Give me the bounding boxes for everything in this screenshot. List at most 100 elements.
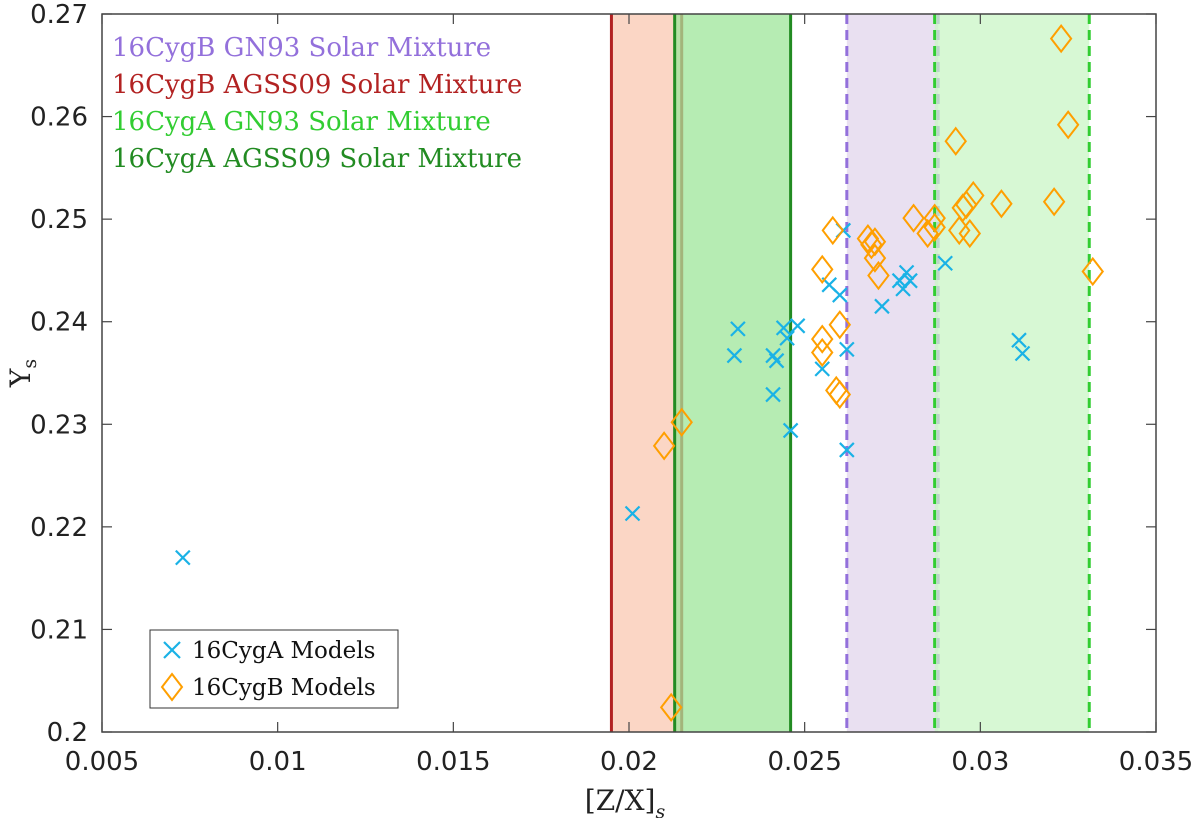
x-axis-label: [Z/X]s bbox=[585, 784, 666, 818]
legend-box bbox=[149, 629, 399, 709]
band-label-3: 16CygA AGSS09 Solar Mixture bbox=[112, 144, 522, 174]
point-cyga-stroke bbox=[902, 272, 918, 289]
point-cygb bbox=[863, 243, 887, 273]
point-cyga-stroke bbox=[765, 386, 781, 403]
point-cyga-stroke bbox=[839, 341, 855, 358]
point-cyga-stroke bbox=[775, 320, 792, 336]
x-tick-label: 0.01 bbox=[249, 747, 307, 777]
point-cygb bbox=[659, 692, 683, 723]
y-tick-label: 0.26 bbox=[30, 103, 88, 133]
point-cygb bbox=[1049, 23, 1073, 54]
point-cyga bbox=[839, 341, 855, 358]
tick-label-group: 0.005 0.01 0.015 0.02 0.025 0.03 0.035 0.2 0.21 0… bbox=[30, 0, 1193, 777]
band-label-1: 16CygB AGSS09 Solar Mixture bbox=[112, 70, 522, 100]
point-cygb bbox=[825, 375, 848, 406]
y-tick-label: 0.23 bbox=[30, 410, 88, 440]
x-tick-label: 0.03 bbox=[951, 747, 1009, 777]
point-cyga bbox=[839, 442, 855, 458]
point-cyga-stroke bbox=[1011, 332, 1027, 348]
point-cyga bbox=[832, 287, 848, 303]
point-cyga-stroke bbox=[832, 287, 848, 303]
legend-marker-diamond-icon bbox=[160, 672, 184, 702]
point-cyga-stroke bbox=[726, 347, 743, 364]
band-fill-2 bbox=[846, 14, 939, 732]
x-tick-label: 0.005 bbox=[65, 747, 139, 777]
point-cygb bbox=[652, 431, 676, 461]
point-cyga-stroke bbox=[821, 277, 838, 293]
point-cygb bbox=[923, 203, 946, 233]
point-cygb bbox=[990, 189, 1013, 219]
point-cygb bbox=[962, 180, 985, 211]
band-fill-3 bbox=[934, 14, 1090, 732]
point-cyga bbox=[814, 361, 831, 377]
band-fill-0 bbox=[611, 14, 682, 732]
point-cyga bbox=[937, 255, 953, 272]
point-cygb bbox=[863, 227, 887, 257]
y-tick-label: 0.24 bbox=[30, 308, 88, 338]
point-cygb bbox=[902, 203, 925, 233]
y-tick-label: 0.22 bbox=[30, 513, 88, 543]
point-cyga-stroke bbox=[814, 361, 831, 377]
point-cyga bbox=[768, 352, 785, 369]
y-tick-label: 0.25 bbox=[30, 205, 88, 235]
point-cygb bbox=[958, 218, 982, 249]
point-cygb bbox=[944, 126, 968, 156]
point-cygb bbox=[821, 215, 845, 246]
point-cygb bbox=[828, 379, 852, 410]
point-cyga-stroke bbox=[768, 352, 785, 369]
legend-marker-x-icon bbox=[163, 641, 181, 659]
point-cyga-stroke bbox=[789, 318, 806, 334]
point-cygb bbox=[670, 407, 693, 437]
band-fill-1 bbox=[674, 14, 791, 732]
y-tick-label: 0.2 bbox=[47, 718, 88, 748]
point-cyga bbox=[730, 321, 746, 337]
point-cygb bbox=[810, 324, 834, 354]
point-cygb bbox=[1056, 110, 1080, 140]
x-tick-label: 0.025 bbox=[767, 747, 841, 777]
y-axis-label: Ys bbox=[4, 359, 41, 388]
point-cyga bbox=[902, 272, 918, 289]
plot-frame bbox=[101, 13, 1157, 733]
y-tick-label: 0.27 bbox=[30, 0, 88, 30]
point-cygb bbox=[828, 310, 852, 340]
point-cyga-stroke bbox=[175, 549, 191, 566]
point-cygb bbox=[810, 254, 834, 285]
data-points bbox=[175, 23, 1105, 723]
point-cyga-stroke bbox=[782, 422, 799, 439]
x-tick-label: 0.035 bbox=[1119, 747, 1193, 777]
point-cyga bbox=[789, 318, 806, 334]
point-cyga-stroke bbox=[874, 298, 890, 315]
point-cyga-stroke bbox=[1014, 345, 1031, 362]
point-cyga-stroke bbox=[624, 505, 641, 522]
point-cyga bbox=[765, 386, 781, 403]
band-label-2: 16CygA GN93 Solar Mixture bbox=[112, 107, 491, 137]
point-cygb bbox=[1081, 256, 1105, 287]
legend: 16CygA Models 16CygB Models bbox=[149, 629, 399, 709]
point-cyga-stroke bbox=[765, 347, 781, 364]
band-group bbox=[609, 14, 1091, 732]
point-cyga-stroke bbox=[898, 264, 915, 281]
point-cyga-stroke bbox=[839, 442, 855, 458]
point-cyga-stroke bbox=[730, 321, 746, 337]
point-cygb bbox=[867, 260, 890, 291]
band-label-0: 16CygB GN93 Solar Mixture bbox=[112, 33, 491, 63]
point-cyga bbox=[1011, 332, 1027, 348]
point-cyga bbox=[898, 264, 915, 281]
x-axis-label-subscript: s bbox=[655, 801, 665, 818]
point-cyga bbox=[1014, 345, 1031, 362]
point-cygb bbox=[955, 190, 978, 220]
x-tick-label: 0.015 bbox=[416, 747, 490, 777]
point-cyga bbox=[726, 347, 743, 364]
band-label-group: 16CygB GN93 Solar Mixture 16CygB AGSS09 S… bbox=[112, 33, 522, 174]
point-cyga-stroke bbox=[937, 255, 953, 272]
point-cyga bbox=[874, 298, 890, 315]
point-cygb bbox=[1042, 187, 1066, 217]
point-cyga bbox=[779, 330, 795, 346]
legend-label-cygb: 16CygB Models bbox=[192, 675, 376, 701]
y-axis-label-subscript: s bbox=[19, 359, 41, 369]
point-cyga bbox=[175, 549, 191, 566]
point-cyga bbox=[775, 320, 792, 336]
y-tick-label: 0.21 bbox=[30, 615, 88, 645]
point-cygb bbox=[810, 337, 834, 368]
point-cyga bbox=[782, 422, 799, 439]
